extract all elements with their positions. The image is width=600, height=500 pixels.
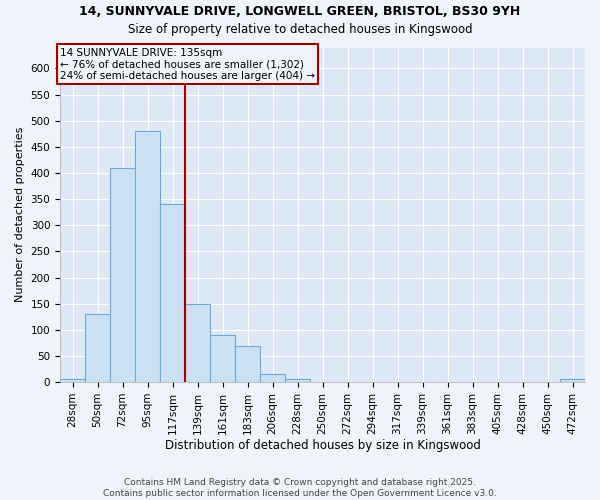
Text: Contains HM Land Registry data © Crown copyright and database right 2025.
Contai: Contains HM Land Registry data © Crown c… — [103, 478, 497, 498]
Bar — [260, 374, 285, 382]
Bar — [210, 335, 235, 382]
Bar — [185, 304, 210, 382]
Bar — [285, 380, 310, 382]
Bar — [135, 131, 160, 382]
Y-axis label: Number of detached properties: Number of detached properties — [15, 127, 25, 302]
Bar — [110, 168, 135, 382]
X-axis label: Distribution of detached houses by size in Kingswood: Distribution of detached houses by size … — [164, 440, 481, 452]
Bar — [235, 346, 260, 382]
Bar — [60, 380, 85, 382]
Text: Size of property relative to detached houses in Kingswood: Size of property relative to detached ho… — [128, 22, 472, 36]
Bar — [85, 314, 110, 382]
Bar — [560, 380, 585, 382]
Text: 14, SUNNYVALE DRIVE, LONGWELL GREEN, BRISTOL, BS30 9YH: 14, SUNNYVALE DRIVE, LONGWELL GREEN, BRI… — [79, 5, 521, 18]
Bar — [160, 204, 185, 382]
Text: 14 SUNNYVALE DRIVE: 135sqm
← 76% of detached houses are smaller (1,302)
24% of s: 14 SUNNYVALE DRIVE: 135sqm ← 76% of deta… — [60, 48, 315, 80]
